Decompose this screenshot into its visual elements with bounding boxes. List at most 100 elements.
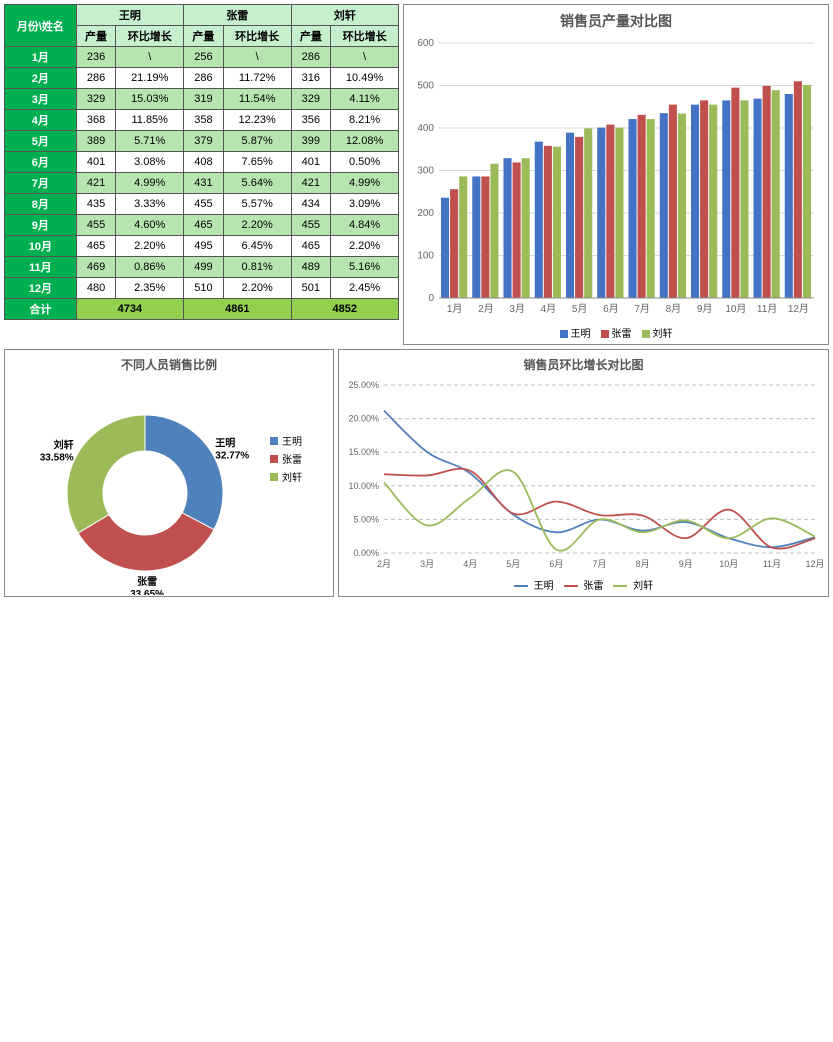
table-cell: 465 bbox=[76, 236, 116, 257]
bar bbox=[450, 189, 458, 298]
svg-text:3月: 3月 bbox=[420, 559, 434, 569]
table-cell: 329 bbox=[76, 89, 116, 110]
table-month: 3月 bbox=[5, 89, 77, 110]
bar bbox=[629, 119, 637, 298]
table-cell: 4.60% bbox=[116, 215, 184, 236]
bar bbox=[660, 113, 668, 298]
legend-item: 王明 bbox=[560, 325, 591, 340]
table-cell: 12.23% bbox=[223, 110, 291, 131]
legend-item: 刘轩 bbox=[613, 577, 653, 592]
bar bbox=[472, 176, 480, 298]
svg-text:500: 500 bbox=[417, 81, 434, 92]
table-cell: 11.54% bbox=[223, 89, 291, 110]
table-cell: 5.57% bbox=[223, 194, 291, 215]
svg-text:7月: 7月 bbox=[634, 303, 650, 315]
svg-text:9月: 9月 bbox=[697, 303, 713, 315]
bar bbox=[731, 88, 739, 298]
bar bbox=[669, 105, 677, 298]
table-cell: 319 bbox=[184, 89, 224, 110]
table-cell: 5.16% bbox=[331, 257, 399, 278]
table-subcol: 环比增长 bbox=[223, 26, 291, 47]
svg-text:200: 200 bbox=[417, 208, 434, 219]
donut-pct: 33.58% bbox=[40, 453, 74, 464]
bar bbox=[441, 198, 449, 298]
bar bbox=[722, 100, 730, 298]
table-cell: 256 bbox=[184, 47, 224, 68]
table-cell: 2.45% bbox=[331, 278, 399, 299]
svg-text:300: 300 bbox=[417, 166, 434, 177]
line-series bbox=[384, 469, 815, 549]
table-cell: 465 bbox=[291, 236, 331, 257]
table-month: 12月 bbox=[5, 278, 77, 299]
table-cell: 11.85% bbox=[116, 110, 184, 131]
table-cell: 286 bbox=[291, 47, 331, 68]
donut-slice bbox=[78, 513, 214, 571]
svg-text:8月: 8月 bbox=[636, 559, 650, 569]
svg-text:10.00%: 10.00% bbox=[348, 481, 379, 491]
table-cell: 3.08% bbox=[116, 152, 184, 173]
table-cell: 10.49% bbox=[331, 68, 399, 89]
donut-legend-item: 张雷 bbox=[282, 454, 302, 466]
table-cell: 5.64% bbox=[223, 173, 291, 194]
bar bbox=[504, 158, 512, 298]
table-cell: 499 bbox=[184, 257, 224, 278]
donut-label: 张雷 bbox=[137, 575, 157, 588]
bar bbox=[740, 100, 748, 298]
bar bbox=[615, 128, 623, 298]
line-series bbox=[384, 470, 815, 551]
table-person-header: 王明 bbox=[76, 5, 183, 26]
table-cell: 489 bbox=[291, 257, 331, 278]
table-cell: 2.20% bbox=[223, 215, 291, 236]
svg-text:0: 0 bbox=[428, 293, 434, 304]
table-cell: 421 bbox=[291, 173, 331, 194]
legend-item: 王明 bbox=[514, 577, 554, 592]
table-subcol: 产量 bbox=[291, 26, 331, 47]
table-cell: \ bbox=[331, 47, 399, 68]
table-cell: 329 bbox=[291, 89, 331, 110]
table-cell: 15.03% bbox=[116, 89, 184, 110]
table-cell: 401 bbox=[291, 152, 331, 173]
legend-item: 张雷 bbox=[564, 577, 604, 592]
bar bbox=[754, 99, 762, 298]
line-chart-legend: 王明 张雷 刘轩 bbox=[339, 575, 828, 596]
bar bbox=[638, 115, 646, 298]
bar bbox=[535, 142, 543, 298]
donut-pct: 32.77% bbox=[215, 451, 249, 462]
table-cell: 434 bbox=[291, 194, 331, 215]
line-chart-panel: 销售员环比增长对比图 0.00%5.00%10.00%15.00%20.00%2… bbox=[338, 349, 829, 597]
table-month: 4月 bbox=[5, 110, 77, 131]
svg-text:11月: 11月 bbox=[757, 303, 777, 315]
table-cell: 431 bbox=[184, 173, 224, 194]
table-cell: \ bbox=[223, 47, 291, 68]
donut-legend-item: 刘轩 bbox=[282, 471, 302, 484]
line-chart-title: 销售员环比增长对比图 bbox=[339, 350, 828, 375]
bar-chart-legend: 王明张雷刘轩 bbox=[404, 323, 828, 344]
bar bbox=[513, 162, 521, 298]
svg-text:6月: 6月 bbox=[603, 303, 619, 315]
table-cell: 3.09% bbox=[331, 194, 399, 215]
table-cell: 4.99% bbox=[116, 173, 184, 194]
bar bbox=[490, 164, 498, 298]
donut-pct: 33.65% bbox=[130, 589, 164, 595]
legend-item: 刘轩 bbox=[642, 325, 673, 340]
table-cell: 7.65% bbox=[223, 152, 291, 173]
table-month: 2月 bbox=[5, 68, 77, 89]
table-month: 8月 bbox=[5, 194, 77, 215]
table-subcol: 产量 bbox=[184, 26, 224, 47]
table-month: 1月 bbox=[5, 47, 77, 68]
table-person-header: 刘轩 bbox=[291, 5, 398, 26]
table-cell: 408 bbox=[184, 152, 224, 173]
table-cell: 2.20% bbox=[331, 236, 399, 257]
table-cell: 358 bbox=[184, 110, 224, 131]
donut-label: 刘轩 bbox=[54, 439, 74, 452]
table-cell: 2.20% bbox=[223, 278, 291, 299]
table-total-cell: 4861 bbox=[184, 299, 291, 320]
table-cell: 510 bbox=[184, 278, 224, 299]
svg-text:20.00%: 20.00% bbox=[348, 414, 379, 424]
table-cell: 3.33% bbox=[116, 194, 184, 215]
donut-slice bbox=[67, 415, 145, 533]
donut-legend-item: 王明 bbox=[282, 436, 302, 448]
table-cell: 389 bbox=[76, 131, 116, 152]
table-cell: 379 bbox=[184, 131, 224, 152]
table-cell: 356 bbox=[291, 110, 331, 131]
